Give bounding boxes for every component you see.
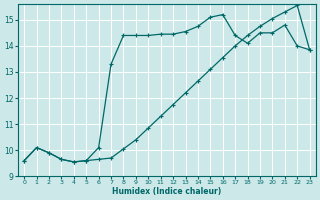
X-axis label: Humidex (Indice chaleur): Humidex (Indice chaleur): [112, 187, 221, 196]
